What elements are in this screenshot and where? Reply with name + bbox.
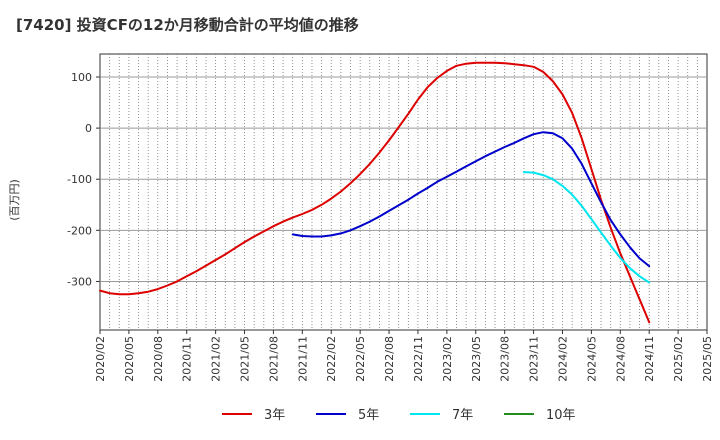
legend-label: 7年	[452, 408, 473, 423]
x-tick-label: 2022/05	[354, 336, 367, 382]
x-tick-label: 2020/11	[181, 336, 194, 382]
x-tick-label: 2023/05	[470, 336, 483, 382]
y-tick-label: -300	[67, 275, 92, 288]
y-tick-labels: 100 0 -100 -200 -300	[67, 71, 92, 288]
legend-label: 10年	[546, 408, 576, 423]
x-tick-label: 2023/08	[499, 336, 512, 382]
x-tick-label: 2020/05	[123, 336, 136, 382]
y-tick-label: -200	[67, 224, 92, 237]
y-axis-label: (百万円)	[8, 179, 21, 221]
series-line-7年	[522, 171, 651, 284]
series-line-3年	[99, 61, 651, 324]
x-tick-label: 2025/02	[672, 336, 685, 382]
x-tick-label: 2022/02	[325, 336, 338, 382]
x-tick-label: 2023/11	[528, 336, 541, 382]
x-tick-label: 2024/11	[643, 336, 656, 382]
x-tick-label: 2025/05	[701, 336, 714, 382]
y-tick-label: -100	[67, 173, 92, 186]
x-tick-label: 2024/05	[585, 336, 598, 382]
x-tick-label: 2021/11	[296, 336, 309, 382]
x-tick-labels: 2020/02 2020/05 2020/08 2020/11 2021/02 2021/…	[94, 330, 714, 382]
chart-title: [7420] 投資CFの12か月移動合計の平均値の推移	[16, 16, 359, 34]
x-tick-label: 2021/02	[210, 336, 223, 382]
y-tick-label: 100	[71, 71, 92, 84]
vertical-gridlines	[109, 54, 698, 330]
x-tick-label: 2020/02	[94, 336, 107, 382]
legend-label: 5年	[358, 408, 379, 423]
x-tick-label: 2022/11	[412, 336, 425, 382]
x-tick-label: 2021/05	[239, 336, 252, 382]
y-tick-label: 0	[85, 122, 92, 135]
x-tick-label: 2023/02	[441, 336, 454, 382]
x-tick-label: 2020/08	[152, 336, 165, 382]
x-tick-label: 2024/02	[556, 336, 569, 382]
legend-label: 3年	[264, 408, 285, 423]
legend: 3年 5年 7年 10年	[222, 408, 576, 423]
horizontal-gridlines	[96, 76, 707, 282]
series-lines	[99, 61, 651, 324]
plot-area	[99, 53, 708, 331]
series-line-5年	[291, 131, 651, 268]
x-tick-label: 2024/08	[614, 336, 627, 382]
x-tick-label: 2022/08	[383, 336, 396, 382]
x-tick-label: 2021/08	[267, 336, 280, 382]
